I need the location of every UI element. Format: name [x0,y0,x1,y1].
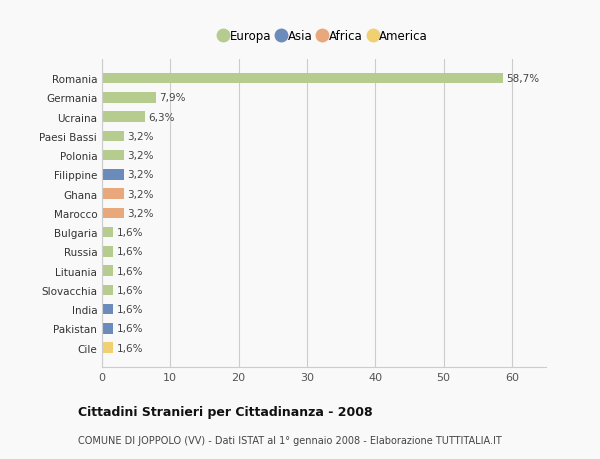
Bar [102,208,124,219]
Text: 1,6%: 1,6% [116,228,143,238]
Text: 1,6%: 1,6% [116,304,143,314]
Text: 3,2%: 3,2% [127,132,154,141]
Bar [102,343,113,353]
Bar [102,285,113,296]
Text: 1,6%: 1,6% [116,266,143,276]
Bar [102,324,113,334]
Text: 7,9%: 7,9% [160,93,186,103]
Text: 3,2%: 3,2% [127,208,154,218]
Text: 58,7%: 58,7% [506,74,539,84]
Legend: Europa, Asia, Africa, America: Europa, Asia, Africa, America [215,26,433,48]
Text: COMUNE DI JOPPOLO (VV) - Dati ISTAT al 1° gennaio 2008 - Elaborazione TUTTITALIA: COMUNE DI JOPPOLO (VV) - Dati ISTAT al 1… [78,435,502,445]
Text: 1,6%: 1,6% [116,285,143,295]
Bar [102,189,124,200]
Text: 3,2%: 3,2% [127,189,154,199]
Bar [102,170,124,180]
Text: 1,6%: 1,6% [116,247,143,257]
Bar [102,304,113,315]
Bar [102,227,113,238]
Text: 1,6%: 1,6% [116,343,143,353]
Bar [102,246,113,257]
Text: 6,3%: 6,3% [148,112,175,123]
Text: 3,2%: 3,2% [127,170,154,180]
Bar [102,112,145,123]
Bar [102,151,124,161]
Bar [102,73,503,84]
Text: 1,6%: 1,6% [116,324,143,334]
Text: 3,2%: 3,2% [127,151,154,161]
Text: Cittadini Stranieri per Cittadinanza - 2008: Cittadini Stranieri per Cittadinanza - 2… [78,405,373,419]
Bar [102,266,113,276]
Bar [102,93,156,103]
Bar [102,131,124,142]
